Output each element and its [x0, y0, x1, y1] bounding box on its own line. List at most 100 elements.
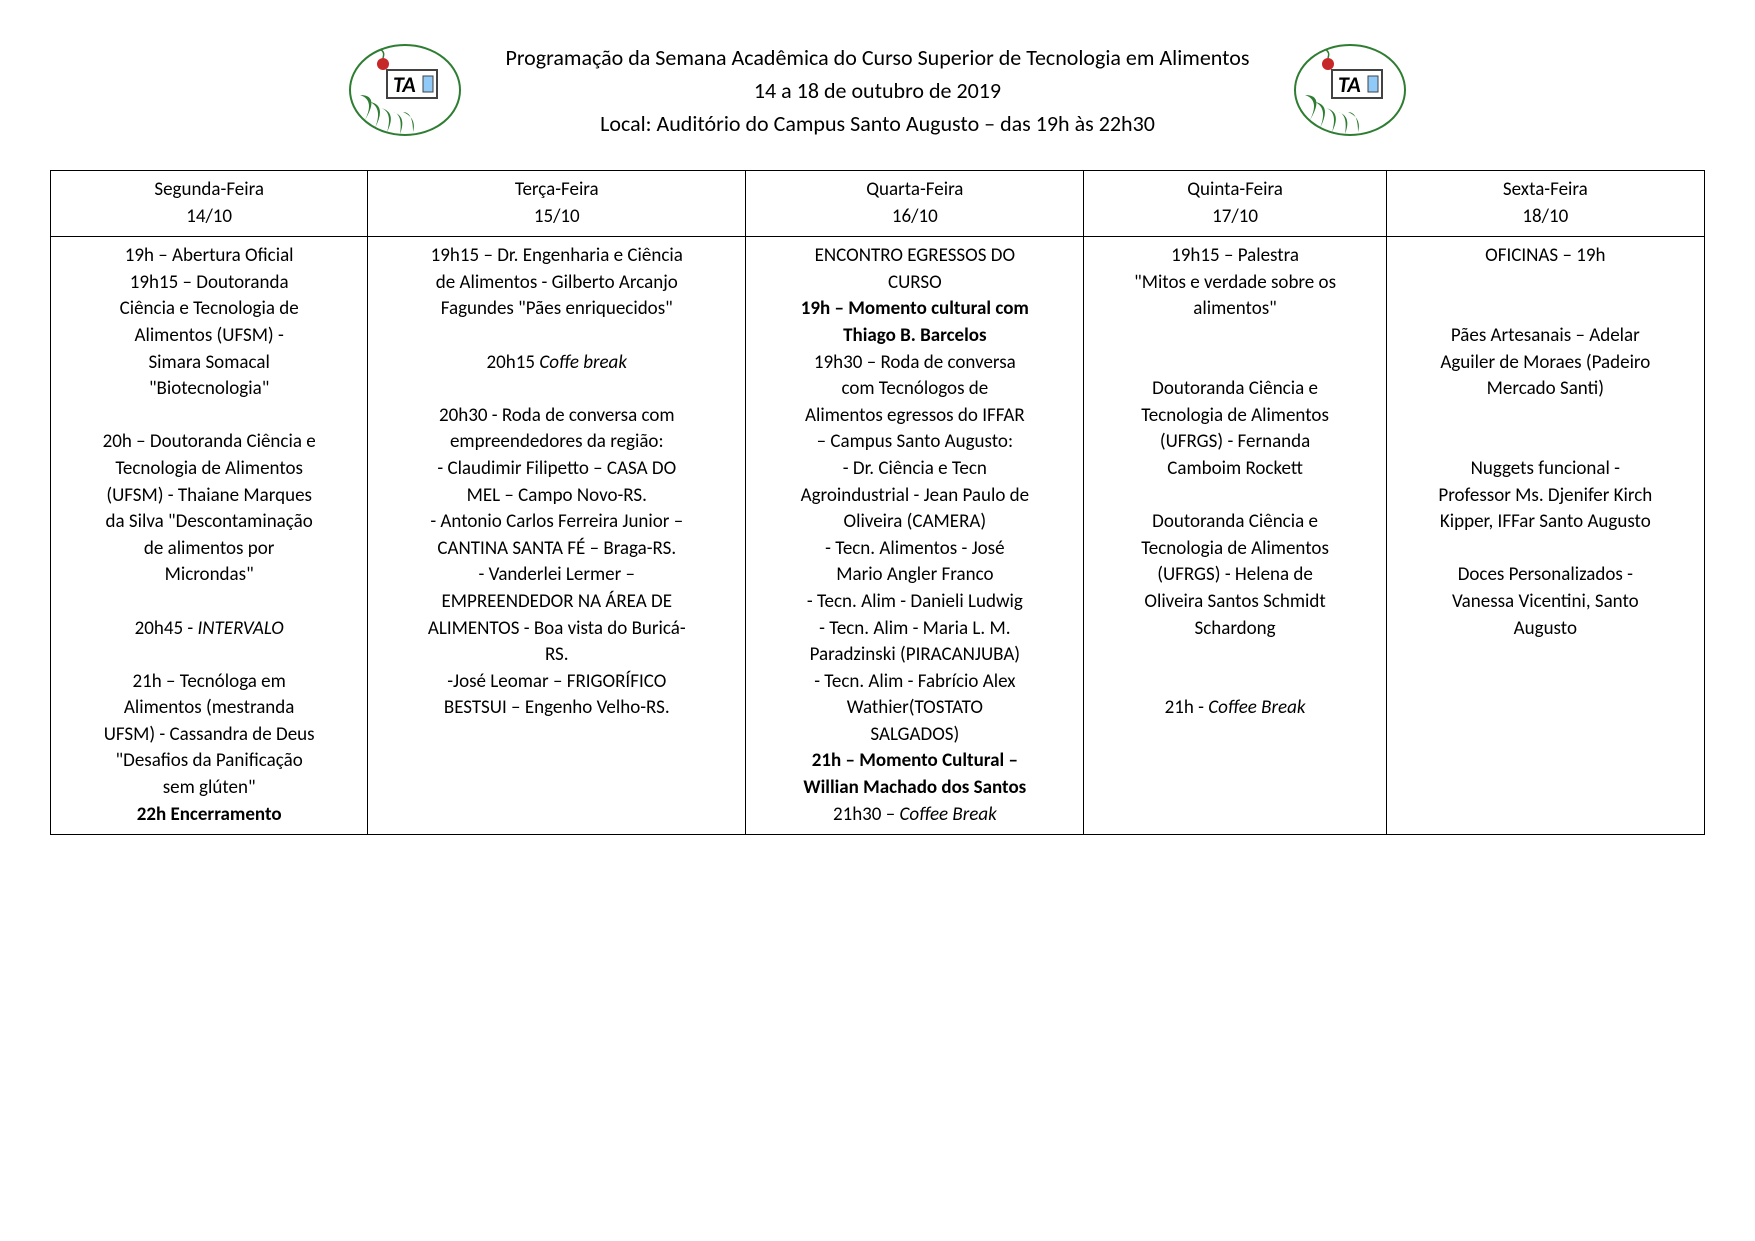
schedule-line: "Desafios da Panificação [61, 748, 357, 775]
day-label: Quinta-Feira [1094, 177, 1375, 204]
schedule-line [1397, 403, 1694, 430]
schedule-line: 19h – Abertura Oficial [61, 243, 357, 270]
schedule-line: OFICINAS – 19h [1397, 243, 1694, 270]
schedule-line: - Tecn. Alim - Danieli Ludwig [756, 589, 1073, 616]
schedule-line: EMPREENDEDOR NA ÁREA DE [378, 589, 735, 616]
day-label: Segunda-Feira [61, 177, 357, 204]
header-title: Programação da Semana Acadêmica do Curso… [505, 41, 1249, 74]
schedule-table: Segunda-Feira 14/10 Terça-Feira 15/10 Qu… [50, 170, 1705, 835]
schedule-line: MEL – Campo Novo-RS. [378, 483, 735, 510]
schedule-line: Doutoranda Ciência e [1094, 509, 1375, 536]
schedule-line: Alimentos (mestranda [61, 695, 357, 722]
schedule-line [1397, 296, 1694, 323]
schedule-line: Pães Artesanais – Adelar [1397, 323, 1694, 350]
cell-thursday: 19h15 – Palestra"Mitos e verdade sobre o… [1084, 237, 1386, 835]
schedule-line: 19h30 – Roda de conversa [756, 350, 1073, 377]
schedule-line: 20h45 - INTERVALO [61, 616, 357, 643]
schedule-line: BESTSUI – Engenho Velho-RS. [378, 695, 735, 722]
schedule-line: Tecnologia de Alimentos [1094, 403, 1375, 430]
schedule-line: Alimentos (UFSM) - [61, 323, 357, 350]
cell-wednesday: ENCONTRO EGRESSOS DOCURSO19h – Momento c… [746, 237, 1084, 835]
schedule-line: Alimentos egressos do IFFAR [756, 403, 1073, 430]
svg-text:TA: TA [393, 71, 416, 98]
header-location: Local: Auditório do Campus Santo Augusto… [505, 107, 1249, 140]
schedule-line: 20h30 - Roda de conversa com [378, 403, 735, 430]
schedule-line: Microndas" [61, 562, 357, 589]
schedule-line: 20h – Doutoranda Ciência e [61, 429, 357, 456]
schedule-line: - Tecn. Alim - Fabrício Alex [756, 669, 1073, 696]
schedule-line: Professor Ms. Djenifer Kirch [1397, 483, 1694, 510]
schedule-line: 20h15 Coffe break [378, 350, 735, 377]
schedule-line [378, 323, 735, 350]
schedule-line: Simara Somacal [61, 350, 357, 377]
col-header-3: Quinta-Feira 17/10 [1084, 171, 1386, 237]
schedule-line: CANTINA SANTA FÉ – Braga-RS. [378, 536, 735, 563]
schedule-line: "Biotecnologia" [61, 376, 357, 403]
schedule-line [1094, 483, 1375, 510]
schedule-line: - Tecn. Alim - Maria L. M. [756, 616, 1073, 643]
schedule-line: Paradzinski (PIRACANJUBA) [756, 642, 1073, 669]
schedule-line: Thiago B. Barcelos [756, 323, 1073, 350]
table-body-row: 19h – Abertura Oficial19h15 – Doutoranda… [51, 237, 1705, 835]
schedule-line: (UFSM) - Thaiane Marques [61, 483, 357, 510]
logo-right: TA [1290, 40, 1410, 140]
schedule-line: 21h – Momento Cultural – [756, 748, 1073, 775]
schedule-line: Willian Machado dos Santos [756, 775, 1073, 802]
schedule-line: Vanessa Vicentini, Santo [1397, 589, 1694, 616]
col-header-0: Segunda-Feira 14/10 [51, 171, 368, 237]
schedule-line: Wathier(TOSTATO [756, 695, 1073, 722]
schedule-line: Schardong [1094, 616, 1375, 643]
date-label: 15/10 [378, 204, 735, 231]
date-label: 14/10 [61, 204, 357, 231]
logo-left: TA [345, 40, 465, 140]
schedule-line: CURSO [756, 270, 1073, 297]
table-header-row: Segunda-Feira 14/10 Terça-Feira 15/10 Qu… [51, 171, 1705, 237]
schedule-line: Ciência e Tecnologia de [61, 296, 357, 323]
schedule-line: Doces Personalizados - [1397, 562, 1694, 589]
schedule-line [61, 403, 357, 430]
schedule-line [1397, 536, 1694, 563]
schedule-line: Mario Angler Franco [756, 562, 1073, 589]
date-label: 17/10 [1094, 204, 1375, 231]
cell-friday: OFICINAS – 19h Pães Artesanais – AdelarA… [1386, 237, 1704, 835]
col-header-4: Sexta-Feira 18/10 [1386, 171, 1704, 237]
schedule-line: - Claudimir Filipetto – CASA DO [378, 456, 735, 483]
schedule-line: 21h30 – Coffee Break [756, 802, 1073, 829]
schedule-line [1094, 323, 1375, 350]
header-text: Programação da Semana Acadêmica do Curso… [505, 41, 1249, 140]
schedule-line: sem glúten" [61, 775, 357, 802]
schedule-line [61, 589, 357, 616]
schedule-line: Doutoranda Ciência e [1094, 376, 1375, 403]
header-dates: 14 a 18 de outubro de 2019 [505, 74, 1249, 107]
col-header-1: Terça-Feira 15/10 [368, 171, 746, 237]
schedule-line: – Campus Santo Augusto: [756, 429, 1073, 456]
schedule-line: -José Leomar – FRIGORÍFICO [378, 669, 735, 696]
day-label: Terça-Feira [378, 177, 735, 204]
cell-monday: 19h – Abertura Oficial19h15 – Doutoranda… [51, 237, 368, 835]
schedule-line [61, 642, 357, 669]
schedule-line: Tecnologia de Alimentos [1094, 536, 1375, 563]
schedule-line: - Dr. Ciência e Tecn [756, 456, 1073, 483]
schedule-line: 22h Encerramento [61, 802, 357, 829]
schedule-line [1397, 270, 1694, 297]
schedule-line: Kipper, IFFar Santo Augusto [1397, 509, 1694, 536]
schedule-line: Augusto [1397, 616, 1694, 643]
schedule-line: UFSM) - Cassandra de Deus [61, 722, 357, 749]
schedule-line: Aguiler de Moraes (Padeiro [1397, 350, 1694, 377]
schedule-line [1094, 642, 1375, 669]
schedule-line: (UFRGS) - Fernanda [1094, 429, 1375, 456]
schedule-line: Mercado Santi) [1397, 376, 1694, 403]
schedule-line: de alimentos por [61, 536, 357, 563]
svg-text:TA: TA [1338, 71, 1361, 98]
page-header: TA Programação da Semana Acadêmica do Cu… [50, 40, 1705, 140]
schedule-line: Oliveira (CAMERA) [756, 509, 1073, 536]
schedule-line: com Tecnólogos de [756, 376, 1073, 403]
schedule-line: 21h - Coffee Break [1094, 695, 1375, 722]
schedule-line [378, 376, 735, 403]
schedule-line: Nuggets funcional - [1397, 456, 1694, 483]
schedule-line: Tecnologia de Alimentos [61, 456, 357, 483]
schedule-line: Agroindustrial - Jean Paulo de [756, 483, 1073, 510]
day-label: Sexta-Feira [1397, 177, 1694, 204]
schedule-line: Oliveira Santos Schmidt [1094, 589, 1375, 616]
schedule-line: (UFRGS) - Helena de [1094, 562, 1375, 589]
